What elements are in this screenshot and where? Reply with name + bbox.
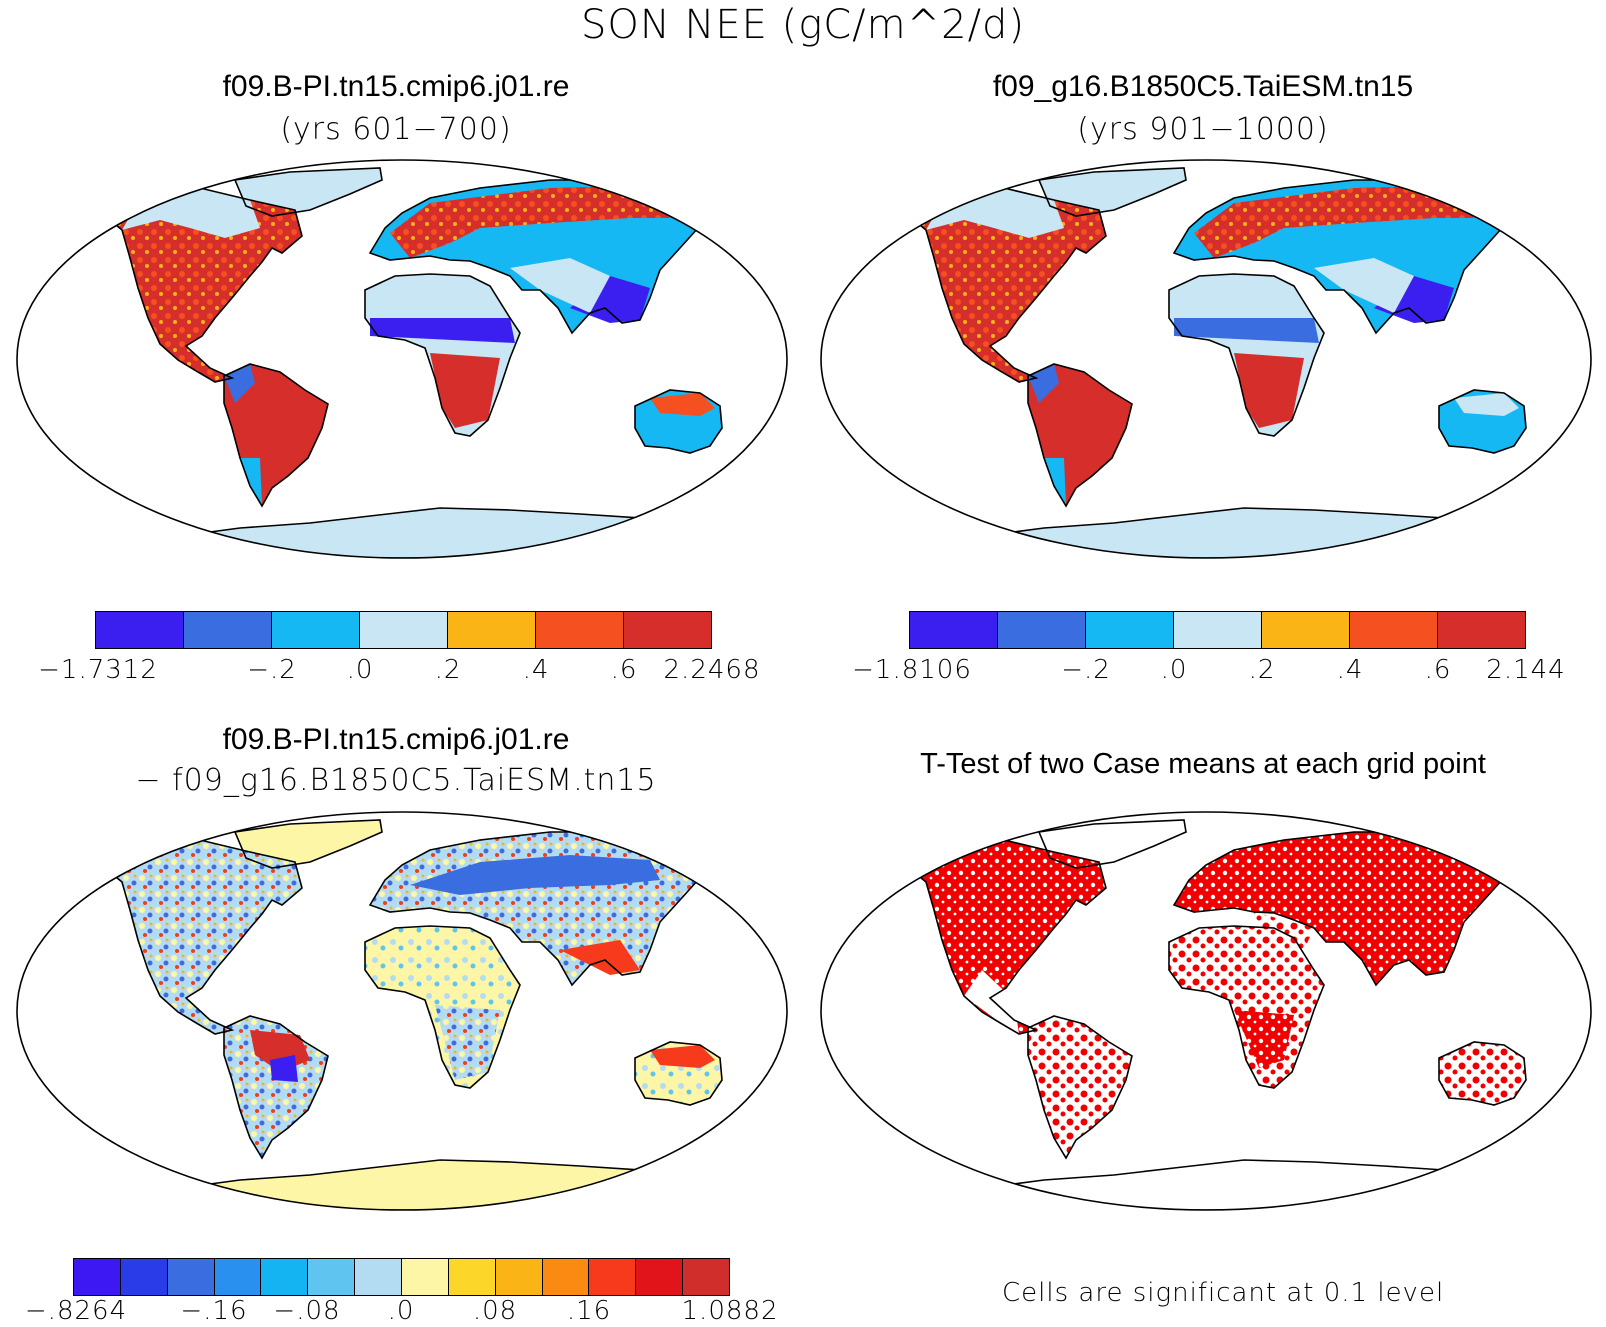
colorbar-swatch	[1086, 612, 1174, 648]
colorbar-swatch	[998, 612, 1086, 648]
colorbar-swatch	[910, 612, 998, 648]
panel-title-top-right: f09_g16.B1850C5.TaiESM.tn15	[992, 70, 1414, 103]
colorbar-swatch	[536, 612, 624, 648]
figure-title: SON NEE (gC/m^2/d)	[580, 2, 1026, 48]
colorbar-label: −1.8106	[852, 655, 972, 685]
panel-subtitle-top-left: (yrs 601−700)	[280, 112, 512, 147]
colorbar-swatch	[589, 1259, 637, 1295]
colorbar-swatch	[448, 612, 536, 648]
colorbar-swatch	[1350, 612, 1438, 648]
colorbar-label: −.2	[1061, 655, 1111, 685]
colorbar-swatch	[96, 612, 184, 648]
colorbar-label: −1.7312	[38, 655, 158, 685]
colorbar-label: −.8264	[24, 1296, 128, 1326]
colorbar-swatch	[1262, 612, 1350, 648]
colorbar-label: .0	[387, 1296, 415, 1326]
colorbar-label: .0	[1160, 655, 1188, 685]
map-top-left	[16, 159, 788, 559]
colorbar-swatch	[308, 1259, 356, 1295]
panel-title-bottom-right: T-Test of two Case means at each grid po…	[920, 748, 1486, 780]
colorbar-label: .16	[566, 1296, 612, 1326]
colorbar-swatch	[683, 1259, 730, 1295]
colorbar-label: 2.144	[1486, 655, 1566, 685]
colorbar-swatch	[402, 1259, 449, 1295]
panel-subtitle-bottom-left: − f09_g16.B1850C5.TaiESM.tn15	[135, 763, 657, 798]
colorbar-swatch	[214, 1259, 262, 1295]
colorbar-swatch	[261, 1259, 309, 1295]
panel-subtitle-top-right: (yrs 901−1000)	[1077, 112, 1329, 147]
colorbar-label: 2.2468	[663, 655, 761, 685]
colorbar-swatch	[355, 1259, 403, 1295]
map-top-right	[820, 159, 1592, 559]
colorbar-swatch	[74, 1259, 121, 1295]
colorbar-swatch	[495, 1259, 543, 1295]
colorbar-swatch	[636, 1259, 684, 1295]
colorbar-top-right	[909, 611, 1526, 649]
colorbar-swatch	[360, 612, 448, 648]
colorbar-label: 1.0882	[681, 1296, 779, 1326]
colorbar-label: .08	[472, 1296, 518, 1326]
colorbar-swatch	[167, 1259, 215, 1295]
colorbar-swatch	[624, 612, 711, 648]
colorbar-swatch	[1438, 612, 1525, 648]
map-bottom-left	[16, 811, 788, 1211]
colorbar-bottom-left	[73, 1258, 730, 1296]
colorbar-label: .2	[434, 655, 462, 685]
colorbar-label: −.08	[273, 1296, 341, 1326]
colorbar-swatch	[272, 612, 360, 648]
colorbar-swatch	[448, 1259, 496, 1295]
colorbar-swatch	[1174, 612, 1262, 648]
panel-title-top-left: f09.B-PI.tn15.cmip6.j01.re	[222, 70, 570, 103]
colorbar-label: .2	[1248, 655, 1276, 685]
colorbar-label: −.2	[247, 655, 297, 685]
significance-footnote: Cells are significant at 0.1 level	[1002, 1278, 1445, 1308]
colorbar-label: .6	[610, 655, 638, 685]
colorbar-label: .4	[1336, 655, 1364, 685]
panel-title-bottom-left: f09.B-PI.tn15.cmip6.j01.re	[222, 723, 570, 756]
map-bottom-right	[820, 811, 1592, 1211]
colorbar-top-left	[95, 611, 712, 649]
colorbar-swatch	[542, 1259, 590, 1295]
colorbar-label: .0	[346, 655, 374, 685]
colorbar-label: .6	[1424, 655, 1452, 685]
colorbar-label: .4	[522, 655, 550, 685]
colorbar-swatch	[184, 612, 272, 648]
colorbar-swatch	[120, 1259, 168, 1295]
colorbar-label: −.16	[180, 1296, 248, 1326]
